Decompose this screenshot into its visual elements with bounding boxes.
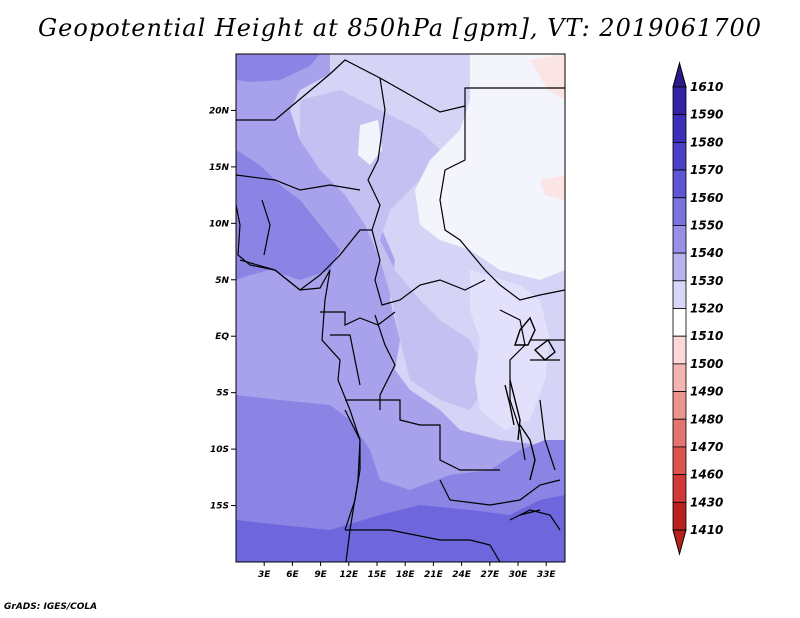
lat-tick-label: 15N [209,163,230,173]
lat-tick-label: EQ [215,332,229,342]
colorbar-label: 1480 [690,412,723,426]
lat-tick-label: 20N [209,106,230,116]
colorbar-swatch [672,391,687,420]
map-frame [235,53,566,563]
colorbar-label: 1500 [690,357,723,371]
colorbar-swatch [672,225,687,254]
latitude-axis: 20N 15N 10N 5N EQ 5S 10S 15S [209,106,236,512]
lakes [504,316,556,516]
contour-1530-interior [300,90,490,410]
colorbar-label: 1610 [690,80,723,94]
colorbar-swatch [672,308,687,337]
colorbar-swatch [672,169,687,199]
lon-tick-label: 30E [509,570,529,580]
grads-credit: GrADS: IGES/COLA [4,602,98,612]
coastline [236,204,361,562]
map-panel [236,54,565,562]
lon-tick-label: 27E [480,570,500,580]
contour-1560-south [236,495,565,562]
lon-tick-label: 33E [537,570,557,580]
contour-1520-spot [358,120,382,165]
colorbar-label: 1580 [690,135,723,149]
colorbar-label: 1560 [690,191,723,205]
lon-tick-label: 21E [424,570,444,580]
colorbar-bottom-arrow [672,529,687,556]
lat-tick-label: 15S [210,502,229,512]
lon-tick-label: 15E [368,570,388,580]
colorbar-swatch [672,446,687,476]
lat-tick-label: 5N [215,276,229,286]
lat-tick-label: 10N [209,219,230,229]
map-title: Geopotential Height at 850hPa [gpm], VT:… [38,14,762,42]
longitude-axis: 3E 6E 9E 12E 15E 18E 21E 24E 27E 30E 33E [258,562,556,580]
lon-tick-label: 6E [286,570,299,580]
contour-1530-east [470,270,550,430]
colorbar-label: 1490 [690,385,723,399]
colorbar-label: 1570 [690,163,723,177]
lon-tick-label: 18E [396,570,416,580]
colorbar-label: 1470 [690,440,723,454]
lon-tick-label: 12E [339,570,359,580]
lat-tick-label: 5S [216,389,229,399]
lon-tick-label: 3E [258,570,271,580]
contour-1550 [236,150,340,280]
contour-1560-north [236,54,320,82]
colorbar-label: 1590 [690,108,723,122]
lon-tick-label: 9E [314,570,327,580]
colorbar-swatch [672,501,687,531]
colorbar-label: 1550 [690,218,723,232]
lat-tick-label: 10S [210,445,229,455]
colorbar-label: 1430 [690,495,723,509]
contour-1500-ne2 [540,175,565,200]
colorbar-swatch [672,418,687,448]
colorbar-swatch [672,86,687,116]
colorbar-swatch [672,197,687,226]
colorbar-swatch [672,114,687,143]
colorbar-swatch [672,280,687,309]
country-borders [236,59,565,562]
colorbar-swatch [672,141,687,171]
colorbar-top-arrow [672,61,687,88]
colorbar-label: 1460 [690,468,723,482]
lon-tick-label: 24E [452,570,472,580]
colorbar-label: 1510 [690,329,723,343]
colorbar-swatch [672,363,687,392]
colorbar-label: 1540 [690,246,723,260]
colorbar-label: 1530 [690,274,723,288]
colorbar-label: 1520 [690,302,723,316]
colorbar-label: 1410 [690,523,723,537]
colorbar-swatch [672,252,687,282]
colorbar-swatch [672,335,687,365]
colorbar-swatch [672,474,687,503]
contour-1520-northeast [415,54,565,280]
colorbar: 1610 1590 1580 1570 1560 1550 1540 1530 1520 1510… [672,61,723,556]
